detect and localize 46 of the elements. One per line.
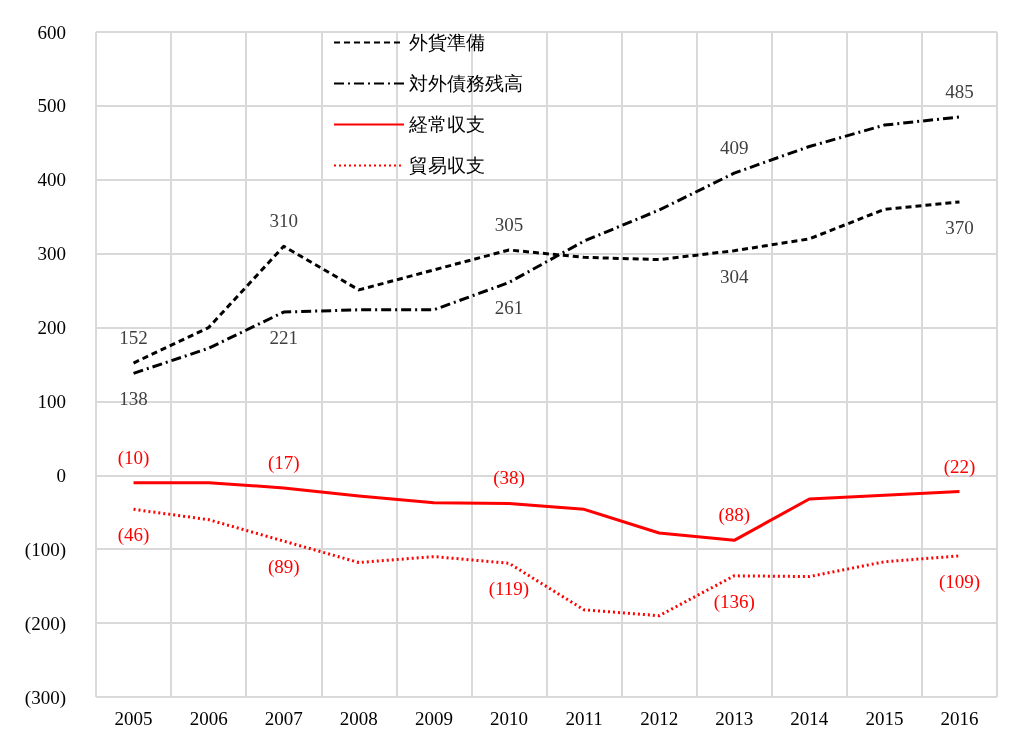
data-label: 305 xyxy=(494,213,524,235)
y-tick-label: 100 xyxy=(37,390,66,412)
y-tick-label: 400 xyxy=(37,169,66,191)
y-tick-label: 300 xyxy=(37,243,66,265)
data-label: 261 xyxy=(494,297,524,319)
x-tick-label: 2008 xyxy=(339,708,378,729)
x-tick-label: 2013 xyxy=(715,708,754,729)
data-label: (17) xyxy=(267,451,300,474)
legend-label: 経常収支 xyxy=(408,114,485,135)
data-label: 409 xyxy=(719,137,749,159)
x-tick-label: 2011 xyxy=(565,708,603,729)
data-label: 152 xyxy=(119,327,148,349)
data-label: (22) xyxy=(943,455,976,478)
data-label: (109) xyxy=(938,570,981,593)
x-tick-label: 2012 xyxy=(640,708,679,729)
x-tick-label: 2007 xyxy=(264,708,303,729)
data-label: (10) xyxy=(117,446,150,469)
x-tick-label: 2005 xyxy=(114,708,153,729)
data-label: 138 xyxy=(119,388,148,410)
data-label: 485 xyxy=(945,80,974,102)
data-label: 310 xyxy=(269,210,298,232)
legend-label: 貿易収支 xyxy=(409,155,485,176)
y-tick-label: 500 xyxy=(37,95,66,117)
data-label: (89) xyxy=(267,556,300,579)
data-label: (88) xyxy=(718,504,751,527)
data-label: (46) xyxy=(117,524,150,547)
x-tick-label: 2009 xyxy=(414,708,453,729)
y-tick-label: (200) xyxy=(24,612,66,635)
data-label: 221 xyxy=(269,327,298,349)
legend-label: 外貨準備 xyxy=(409,32,485,53)
x-tick-label: 2015 xyxy=(865,708,904,729)
data-label: 304 xyxy=(719,265,749,287)
data-label: (119) xyxy=(488,578,530,601)
x-tick-label: 2016 xyxy=(940,708,979,729)
y-tick-label: (300) xyxy=(24,686,66,709)
x-tick-label: 2006 xyxy=(189,708,228,729)
y-tick-label: 200 xyxy=(37,317,66,339)
y-tick-label: (100) xyxy=(24,538,66,561)
y-tick-label: 0 xyxy=(56,464,66,486)
legend-label: 対外債務残高 xyxy=(409,73,523,94)
y-tick-label: 600 xyxy=(37,21,66,43)
x-tick-label: 2014 xyxy=(790,708,829,729)
data-label: 370 xyxy=(945,216,974,238)
data-label: (38) xyxy=(493,467,525,490)
data-label: (136) xyxy=(713,590,755,613)
x-tick-label: 2010 xyxy=(489,708,528,729)
